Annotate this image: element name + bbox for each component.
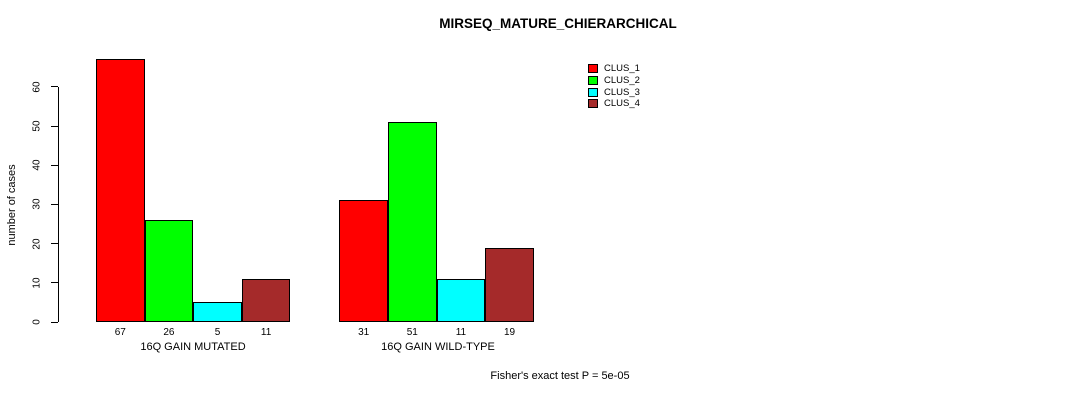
y-tick-mark [51,203,58,205]
y-tick-label: 30 [31,198,43,210]
y-tick-mark [51,321,58,323]
bar-clus_4-group1 [241,278,291,322]
chart-title: MIRSEQ_MATURE_CHIERARCHICAL [439,16,677,31]
y-tick-mark [51,86,58,88]
bar-value-label: 11 [260,327,272,338]
y-tick-label: 60 [31,81,43,93]
bar-clus_1-group1 [96,59,145,322]
legend-row-clus_3: CLUS_3 [588,86,640,98]
bar-value-label: 67 [114,327,126,338]
legend-label: CLUS_4 [604,98,640,110]
x-category-label-wildtype: 16Q GAIN WILD-TYPE [381,341,495,353]
y-tick-mark [51,125,58,127]
y-tick-mark [51,164,58,166]
bar-clus_2-group2 [388,122,437,322]
legend-label: CLUS_1 [604,63,640,75]
bar-value-label: 51 [406,327,418,338]
bar-clus_3-group2 [436,278,486,322]
bar-clus_4-group2 [485,247,534,322]
legend-swatch-icon [588,99,598,109]
y-tick-mark [51,282,58,284]
legend-swatch-icon [588,64,598,74]
y-tick-label: 50 [31,120,43,132]
y-axis-title: number of cases [6,164,18,246]
y-tick-mark [51,243,58,245]
legend-label: CLUS_3 [604,86,640,98]
legend-label: CLUS_2 [604,75,640,87]
legend-swatch-icon [588,87,598,97]
legend-row-clus_2: CLUS_2 [588,75,640,87]
x-category-label-mutated: 16Q GAIN MUTATED [140,341,246,353]
y-tick-label: 20 [31,238,43,250]
bar-value-label: 26 [163,327,175,338]
legend: CLUS_1 CLUS_2 CLUS_3 CLUS_4 [588,63,640,110]
y-axis-line [58,87,59,322]
y-tick-label: 0 [31,319,43,325]
legend-swatch-icon [588,76,598,86]
bar-value-label: 19 [503,327,516,338]
y-tick-label: 40 [31,159,43,171]
bar-clus_1-group2 [339,200,388,322]
bar-value-label: 11 [455,327,467,338]
y-tick-label: 10 [31,277,43,289]
bar-value-label: 31 [358,327,370,338]
bar-clus_2-group1 [144,220,194,322]
bar-clus_3-group1 [193,302,242,322]
fisher-test-footnote: Fisher's exact test P = 5e-05 [490,370,630,382]
legend-row-clus_4: CLUS_4 [588,98,640,110]
bar-value-label: 5 [214,327,221,338]
legend-row-clus_1: CLUS_1 [588,63,640,75]
